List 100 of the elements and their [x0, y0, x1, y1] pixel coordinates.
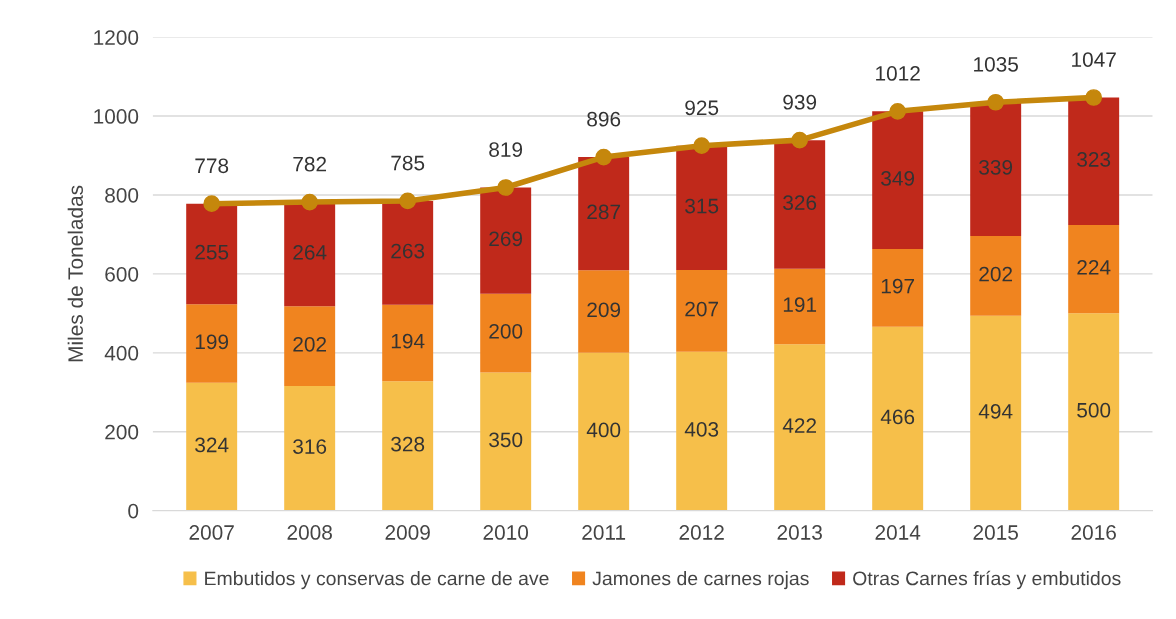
y-tick-label: 0 — [128, 503, 139, 519]
bar — [1068, 224, 1120, 314]
data-label: 269 — [489, 231, 523, 247]
bar — [676, 269, 728, 352]
legend-label: Jamones de carnes rojas — [592, 571, 809, 590]
bar — [970, 102, 1022, 237]
x-tick-label: 2015 — [973, 525, 1018, 540]
y-tick-label: 1000 — [94, 109, 139, 124]
data-label: 326 — [783, 195, 817, 211]
bar — [480, 372, 532, 511]
bar — [970, 236, 1022, 316]
bar — [872, 249, 924, 327]
data-label: 316 — [293, 439, 327, 454]
point — [595, 148, 613, 166]
data-label: 191 — [783, 297, 817, 313]
data-label: 315 — [685, 198, 719, 214]
data-label: 422 — [782, 418, 817, 433]
data-label: 255 — [195, 244, 229, 260]
data-label: 194 — [391, 333, 425, 349]
x-tick-label: 2008 — [287, 525, 332, 540]
data-label: 287 — [587, 204, 621, 220]
data-label: 896 — [587, 111, 621, 127]
data-label: 1012 — [876, 66, 920, 81]
data-label: 403 — [684, 422, 719, 437]
y-tick-label: 400 — [104, 345, 139, 361]
data-label: 200 — [489, 323, 523, 339]
data-label: 339 — [979, 159, 1013, 175]
data-label: 263 — [391, 243, 425, 259]
data-label: 209 — [587, 302, 621, 318]
data-label: 778 — [195, 158, 229, 174]
bar — [970, 315, 1022, 511]
data-label: 349 — [881, 171, 915, 186]
bar — [676, 145, 728, 270]
data-label: 466 — [880, 409, 915, 425]
point — [791, 131, 809, 149]
data-label: 202 — [979, 266, 1013, 282]
bar — [382, 304, 434, 382]
y-axis-title: Miles de Toneladas — [67, 185, 83, 362]
point — [497, 179, 515, 196]
data-label: 199 — [195, 334, 229, 350]
bar — [872, 326, 924, 511]
data-label: 224 — [1077, 260, 1111, 275]
point — [203, 195, 221, 213]
bar — [284, 202, 336, 307]
x-tick-label: 2012 — [679, 525, 724, 540]
data-label: 400 — [586, 422, 621, 438]
data-label: 925 — [685, 100, 719, 116]
point — [987, 93, 1005, 111]
bar — [186, 382, 238, 511]
bar — [578, 270, 630, 353]
bar — [578, 352, 630, 511]
data-label: 197 — [881, 278, 915, 294]
data-label: 207 — [685, 301, 719, 317]
bar — [1068, 97, 1120, 225]
bar — [382, 381, 434, 511]
bar — [774, 140, 826, 269]
bar — [774, 344, 826, 511]
data-label: 328 — [391, 436, 425, 452]
y-tick-label: 600 — [105, 266, 139, 282]
x-tick-label: 2010 — [483, 525, 529, 540]
data-label: 494 — [978, 404, 1013, 419]
x-tick-label: 2011 — [582, 525, 626, 540]
data-label: 264 — [293, 245, 327, 260]
x-tick-label: 2009 — [385, 525, 430, 540]
x-tick-label: 2016 — [1071, 525, 1116, 540]
bar — [284, 385, 336, 511]
data-label: 939 — [783, 94, 817, 110]
data-label: 785 — [391, 155, 425, 171]
x-tick-label: 2007 — [189, 525, 234, 540]
bar — [774, 268, 826, 345]
bar — [186, 203, 238, 305]
data-label: 1035 — [974, 56, 1018, 72]
bar — [1068, 313, 1120, 511]
point — [399, 192, 417, 210]
data-label: 500 — [1077, 402, 1111, 418]
bar — [676, 351, 728, 511]
y-tick-label: 800 — [105, 187, 139, 203]
data-label: 323 — [1077, 152, 1111, 167]
y-tick-label: 200 — [105, 424, 139, 440]
bar — [480, 187, 532, 294]
bar — [382, 200, 434, 305]
bar — [578, 157, 630, 271]
data-label: 819 — [489, 142, 523, 157]
bar — [186, 304, 238, 383]
x-tick-label: 2014 — [875, 525, 921, 540]
point — [889, 102, 907, 120]
point — [1085, 89, 1103, 106]
x-tick-label: 2013 — [777, 525, 822, 540]
bar — [872, 111, 924, 250]
data-label: 202 — [293, 336, 327, 352]
y-tick-label: 1200 — [94, 30, 139, 45]
data-label: 1047 — [1072, 52, 1116, 67]
data-label: 350 — [489, 432, 523, 448]
point — [301, 193, 319, 211]
bar — [480, 293, 532, 373]
bar — [284, 306, 336, 386]
data-label: 782 — [293, 156, 327, 172]
legend-label: Otras Carnes frías y embutidos — [853, 570, 1121, 590]
legend-label: Embutidos y conservas de carne de ave — [205, 571, 549, 590]
point — [693, 137, 711, 154]
